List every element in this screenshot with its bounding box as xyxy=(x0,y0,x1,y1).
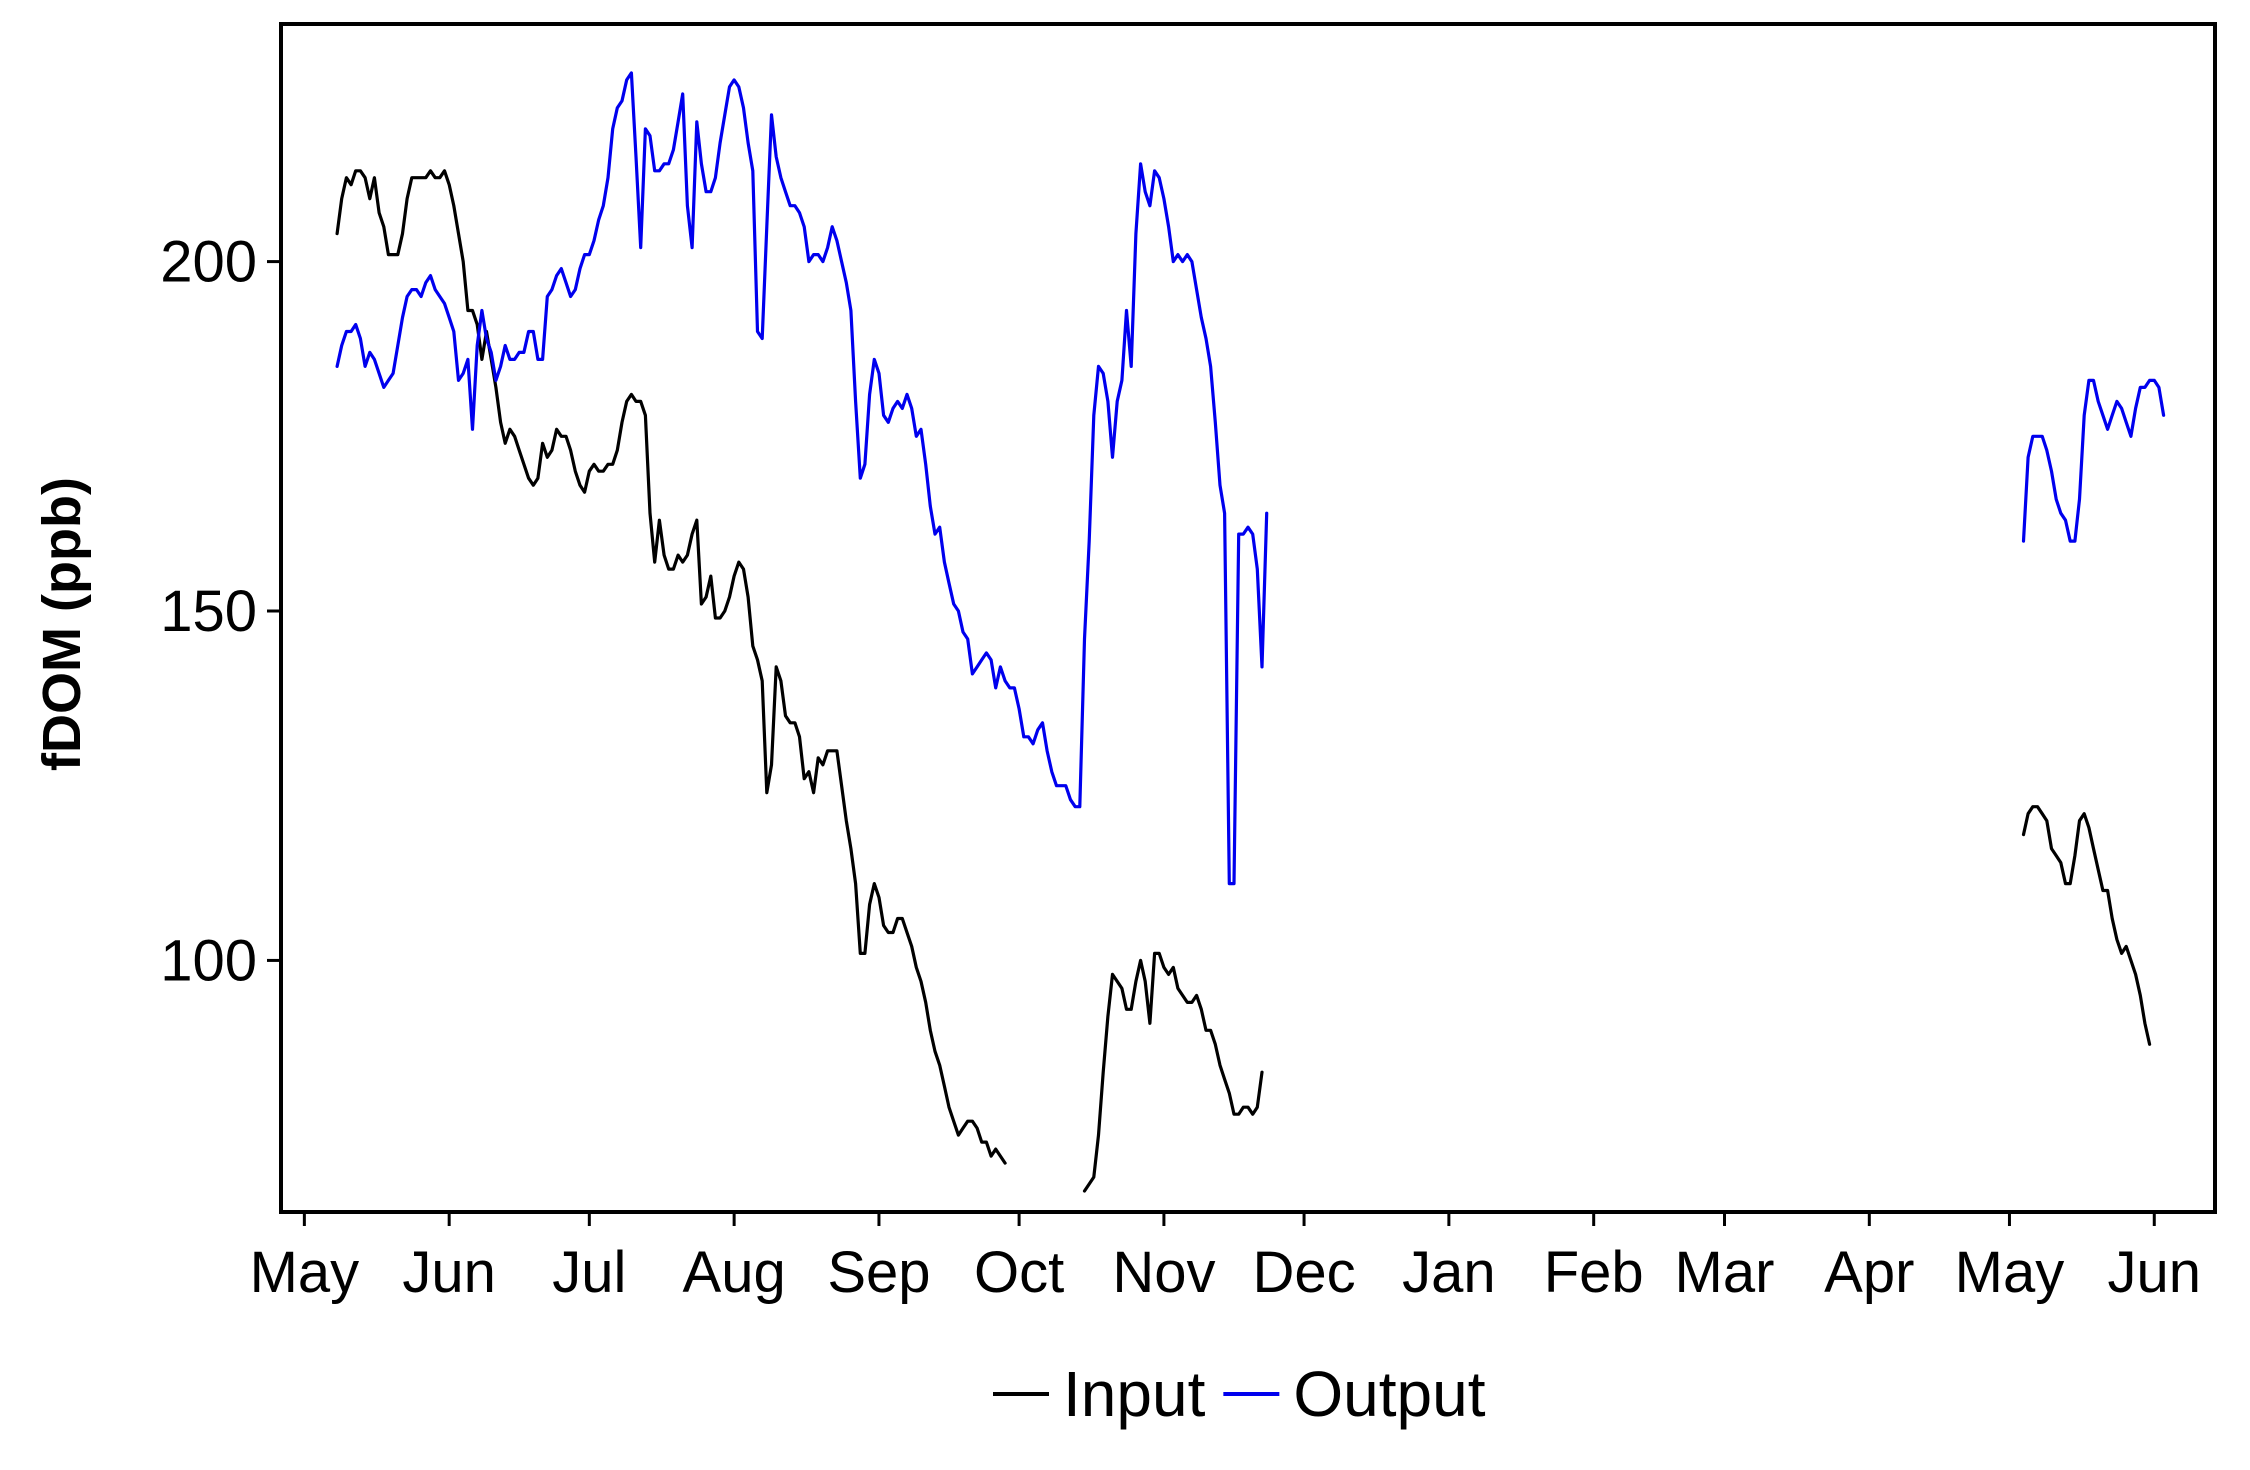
y-axis-title: fDOM (ppb) xyxy=(32,477,92,771)
x-tick-label: Aug xyxy=(683,1240,786,1305)
legend-label-input: Input xyxy=(1063,1358,1206,1430)
x-tick-label: Dec xyxy=(1252,1240,1355,1305)
x-tick-label: Feb xyxy=(1544,1240,1644,1305)
x-tick-label: May xyxy=(250,1240,360,1305)
x-tick-label: Jun xyxy=(2108,1240,2202,1305)
x-tick-label: Sep xyxy=(827,1240,930,1305)
x-tick-label: Mar xyxy=(1675,1240,1775,1305)
y-tick-label: 100 xyxy=(160,928,257,993)
plot-panel-border xyxy=(279,22,2217,1214)
x-tick-label: Oct xyxy=(974,1240,1064,1305)
series-layer xyxy=(335,71,2166,1193)
series-line-input xyxy=(335,169,1007,1165)
y-axis: 100 150 200 xyxy=(160,230,281,993)
series-line-input xyxy=(2021,805,2152,1046)
series-line-input xyxy=(1082,951,1264,1193)
y-tick-label: 200 xyxy=(160,230,257,295)
x-tick-label: Jul xyxy=(552,1240,626,1305)
x-tick-label: Apr xyxy=(1824,1240,1914,1305)
x-tick-label: Jan xyxy=(1402,1240,1496,1305)
x-axis: May Jun Jul Aug Sep Oct Nov Dec Jan Feb Mar Apr May J… xyxy=(250,1212,2201,1305)
series-line-output xyxy=(2021,378,2166,543)
x-tick-label: May xyxy=(1955,1240,2065,1305)
series-output xyxy=(335,71,2166,886)
y-tick-label: 150 xyxy=(160,579,257,644)
legend: Input Output xyxy=(993,1358,1486,1430)
x-tick-label: Nov xyxy=(1112,1240,1215,1305)
series-line-output xyxy=(335,71,1269,886)
legend-label-output: Output xyxy=(1293,1358,1485,1430)
series-input xyxy=(335,169,2152,1193)
x-tick-label: Jun xyxy=(402,1240,496,1305)
